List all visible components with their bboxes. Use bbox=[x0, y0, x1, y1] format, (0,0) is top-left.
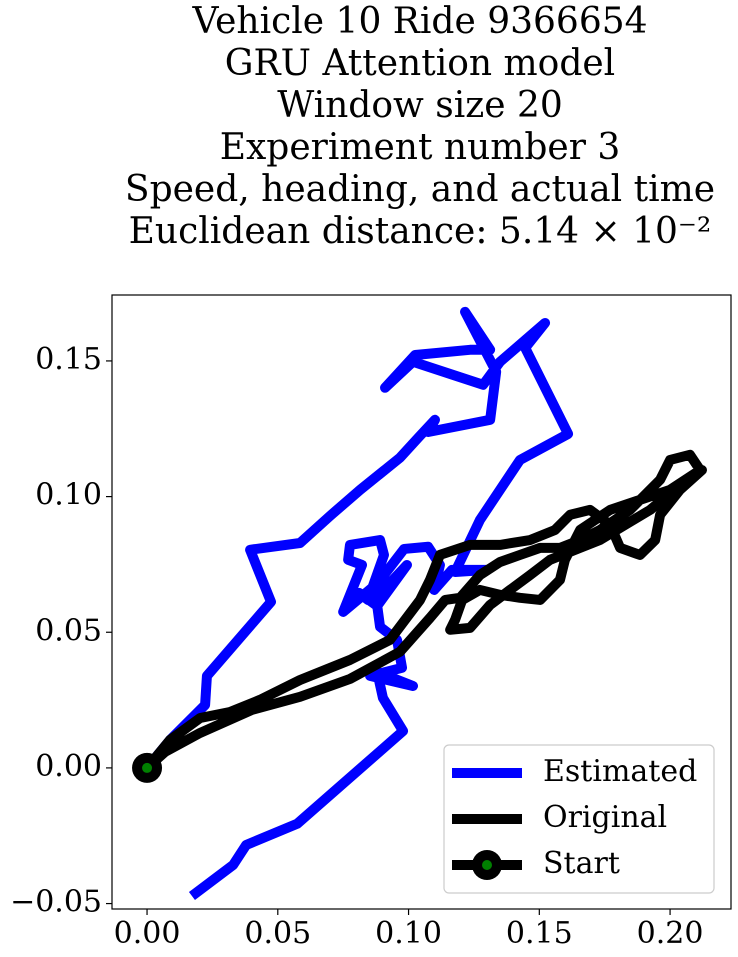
legend-box bbox=[443, 744, 715, 894]
x-tick-label: 0.00 bbox=[114, 916, 181, 951]
x-tick-label: 0.05 bbox=[244, 916, 311, 951]
axes: 0.00 0.05 0.10 0.15 0.20 −0.05 0.00 0.05 0.10 0.1… bbox=[10, 342, 703, 951]
y-tick-label: 0.05 bbox=[35, 613, 102, 648]
y-tick-label: 0.15 bbox=[35, 342, 102, 377]
axes-frame bbox=[111, 294, 732, 910]
y-tick-label: −0.05 bbox=[10, 885, 102, 920]
legend-marker-inner bbox=[482, 860, 492, 870]
legend-label: Estimated bbox=[543, 754, 697, 789]
legend-label: Original bbox=[543, 800, 667, 835]
x-tick-label: 0.15 bbox=[506, 916, 573, 951]
y-tick-label: 0.00 bbox=[35, 749, 102, 784]
legend-label: Start bbox=[543, 846, 620, 881]
legend: Estimated Original Start bbox=[443, 744, 715, 894]
y-tick-label: 0.10 bbox=[35, 478, 102, 513]
series-line bbox=[139, 449, 707, 775]
x-tick-label: 0.10 bbox=[375, 916, 442, 951]
title-line: Experiment number 3 bbox=[220, 127, 621, 168]
start-marker bbox=[132, 752, 163, 783]
plot-area bbox=[132, 306, 707, 900]
title-line: Vehicle 10 Ride 9366654 bbox=[191, 1, 647, 42]
title-line: Speed, heading, and actual time bbox=[125, 169, 715, 210]
title-line: GRU Attention model bbox=[225, 43, 615, 84]
marker-inner bbox=[142, 762, 153, 773]
x-tick-label: 0.20 bbox=[637, 916, 704, 951]
title-line: Window size 20 bbox=[277, 85, 563, 126]
title-line: Euclidean distance: 5.14 × 10⁻² bbox=[129, 211, 712, 252]
